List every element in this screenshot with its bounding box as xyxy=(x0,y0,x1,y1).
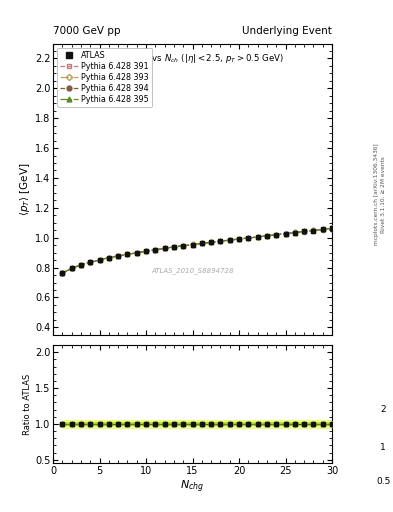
Text: ATLAS_2010_S8894728: ATLAS_2010_S8894728 xyxy=(151,267,234,274)
Text: Rivet 3.1.10, ≥ 2M events: Rivet 3.1.10, ≥ 2M events xyxy=(381,156,386,233)
Legend: ATLAS, Pythia 6.428 391, Pythia 6.428 393, Pythia 6.428 394, Pythia 6.428 395: ATLAS, Pythia 6.428 391, Pythia 6.428 39… xyxy=(57,48,152,107)
Text: 7000 GeV pp: 7000 GeV pp xyxy=(53,26,121,36)
Text: 0.5: 0.5 xyxy=(376,477,390,486)
Text: 2: 2 xyxy=(380,405,386,414)
Text: 1: 1 xyxy=(380,443,386,453)
X-axis label: $N_{chg}$: $N_{chg}$ xyxy=(180,479,205,495)
Text: Underlying Event: Underlying Event xyxy=(242,26,332,36)
Text: mcplots.cern.ch [arXiv:1306.3436]: mcplots.cern.ch [arXiv:1306.3436] xyxy=(374,144,379,245)
Y-axis label: Ratio to ATLAS: Ratio to ATLAS xyxy=(23,374,32,435)
Y-axis label: $\langle p_T \rangle$ [GeV]: $\langle p_T \rangle$ [GeV] xyxy=(18,162,32,216)
Text: Average $p_T$ vs $N_{ch}$ ($|\eta| < 2.5$, $p_T > 0.5$ GeV): Average $p_T$ vs $N_{ch}$ ($|\eta| < 2.5… xyxy=(101,52,284,65)
